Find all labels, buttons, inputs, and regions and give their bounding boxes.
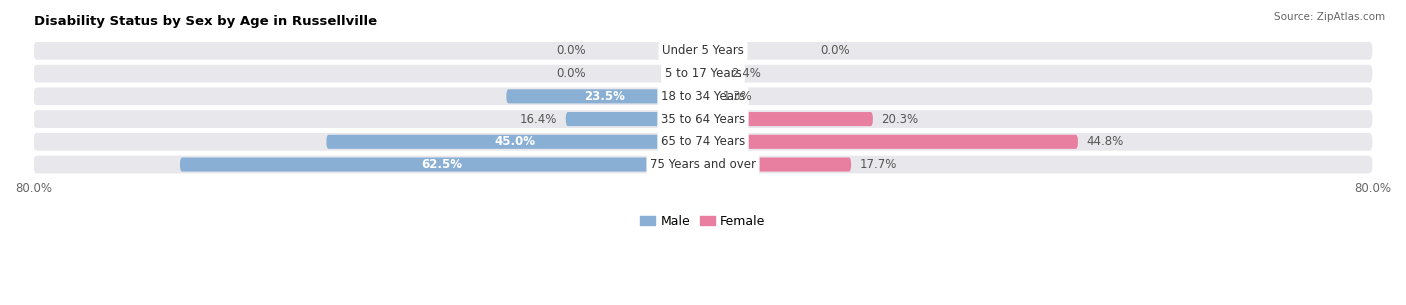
Text: 0.0%: 0.0% <box>557 45 586 57</box>
Text: 44.8%: 44.8% <box>1087 135 1123 148</box>
Legend: Male, Female: Male, Female <box>636 210 770 233</box>
FancyBboxPatch shape <box>34 110 1372 128</box>
FancyBboxPatch shape <box>180 157 703 172</box>
Text: 62.5%: 62.5% <box>420 158 463 171</box>
Text: 2.4%: 2.4% <box>731 67 761 80</box>
Text: 35 to 64 Years: 35 to 64 Years <box>661 113 745 126</box>
FancyBboxPatch shape <box>703 66 723 81</box>
FancyBboxPatch shape <box>34 133 1372 151</box>
Text: 5 to 17 Years: 5 to 17 Years <box>665 67 741 80</box>
Text: 18 to 34 Years: 18 to 34 Years <box>661 90 745 103</box>
Text: 20.3%: 20.3% <box>882 113 918 126</box>
Text: 65 to 74 Years: 65 to 74 Years <box>661 135 745 148</box>
FancyBboxPatch shape <box>703 135 1078 149</box>
Text: 45.0%: 45.0% <box>494 135 536 148</box>
FancyBboxPatch shape <box>34 65 1372 82</box>
Text: 23.5%: 23.5% <box>585 90 626 103</box>
FancyBboxPatch shape <box>34 156 1372 174</box>
FancyBboxPatch shape <box>703 157 851 172</box>
Text: Disability Status by Sex by Age in Russellville: Disability Status by Sex by Age in Russe… <box>34 15 377 28</box>
Text: 75 Years and over: 75 Years and over <box>650 158 756 171</box>
FancyBboxPatch shape <box>703 89 714 103</box>
Text: Source: ZipAtlas.com: Source: ZipAtlas.com <box>1274 12 1385 22</box>
FancyBboxPatch shape <box>34 88 1372 105</box>
FancyBboxPatch shape <box>34 42 1372 60</box>
Text: Under 5 Years: Under 5 Years <box>662 45 744 57</box>
Text: 17.7%: 17.7% <box>859 158 897 171</box>
FancyBboxPatch shape <box>326 135 703 149</box>
Text: 16.4%: 16.4% <box>520 113 557 126</box>
Text: 1.3%: 1.3% <box>723 90 752 103</box>
FancyBboxPatch shape <box>506 89 703 103</box>
Text: 0.0%: 0.0% <box>820 45 849 57</box>
Text: 0.0%: 0.0% <box>557 67 586 80</box>
FancyBboxPatch shape <box>565 112 703 126</box>
FancyBboxPatch shape <box>703 112 873 126</box>
